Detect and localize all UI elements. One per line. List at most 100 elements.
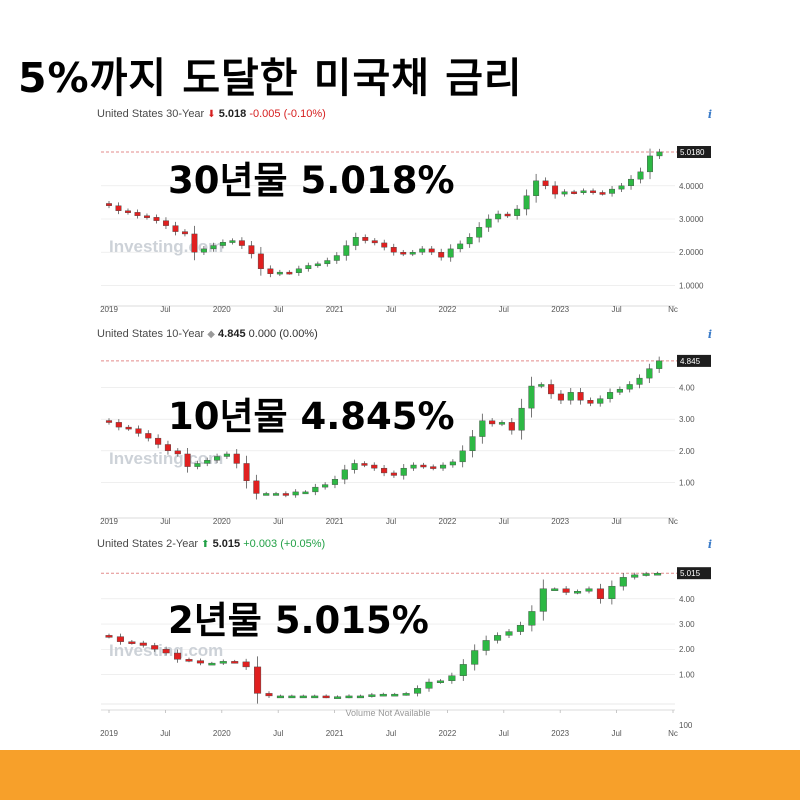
candle [466, 237, 473, 245]
candles [105, 571, 662, 704]
x-tick-label: Jul [499, 305, 509, 314]
candle [248, 245, 255, 255]
candle [231, 661, 239, 664]
x-tick-label: 2019 [100, 305, 118, 314]
y-tick-label: 3.00 [679, 415, 695, 424]
x-tick-label: Jul [386, 729, 396, 738]
candle [115, 422, 122, 428]
candle [580, 190, 587, 193]
candle [449, 461, 456, 466]
candle [368, 694, 376, 697]
info-icon[interactable]: i [707, 108, 713, 121]
x-tick-label: Jul [499, 729, 509, 738]
candle [609, 188, 616, 194]
candle [561, 191, 568, 195]
candle [312, 486, 319, 493]
candle [402, 693, 410, 696]
chart-panel-10y: United States 10-Year ◆ 4.845 0.000 (0.0… [95, 328, 725, 532]
info-icon[interactable]: i [707, 328, 713, 341]
candle [115, 205, 122, 211]
x-axis: 2019 Jul 2020 Jul 2021 Jul 2022 Jul 2023 Jul Nc [100, 710, 678, 738]
candle [214, 456, 221, 461]
candle [597, 398, 604, 404]
candle [233, 453, 240, 464]
grid [101, 387, 675, 483]
candle [153, 217, 160, 221]
x-tick-label: 2022 [439, 517, 457, 526]
candle [642, 573, 650, 576]
candle [254, 666, 262, 694]
candle [562, 588, 570, 593]
candle [184, 453, 191, 467]
candle [596, 588, 604, 599]
candle [656, 360, 663, 369]
y-tick-label: 100 [679, 721, 693, 730]
candle [361, 463, 368, 466]
candles [106, 148, 663, 278]
candle [151, 645, 159, 650]
candle [172, 225, 179, 232]
candle [471, 650, 479, 665]
candle [139, 642, 147, 646]
candle [204, 460, 211, 464]
candle [551, 588, 559, 591]
candle [314, 263, 321, 267]
candle [428, 248, 435, 253]
instrument-change-pct: (0.00%) [279, 328, 318, 340]
bottom-accent-bar [0, 750, 800, 800]
candlestick-chart-30y: Investing.com 1.0000 2.0000 3.0000 4.0000 5.0… [100, 146, 711, 314]
candle [439, 464, 447, 469]
candle [302, 491, 309, 495]
candle [516, 625, 524, 632]
candle [414, 688, 422, 694]
candle [459, 450, 466, 463]
candle [164, 444, 171, 452]
candle [174, 652, 182, 660]
chart-panel-30y: United States 30-Year ⬇ 5.018 -0.005 (-0… [95, 108, 725, 320]
last-value-label: 4.845 [680, 357, 701, 366]
candle [504, 213, 511, 217]
candle [618, 185, 625, 190]
candle [585, 588, 593, 592]
x-tick-label: 2022 [439, 305, 457, 314]
y-tick-label: 3.00 [679, 620, 695, 629]
x-tick-label: Jul [611, 517, 621, 526]
candle [223, 453, 230, 457]
instrument-price: 4.845 [218, 328, 246, 340]
candle [265, 693, 273, 697]
candle [352, 237, 359, 246]
last-value-label: 5.0180 [680, 148, 705, 157]
candle [162, 649, 170, 654]
flat-icon: ◆ [207, 329, 215, 340]
candle [263, 493, 270, 496]
y-tick-label: 4.00 [679, 595, 695, 604]
x-tick-label: 2021 [326, 305, 344, 314]
x-tick-label: Jul [499, 517, 509, 526]
candle [577, 392, 584, 401]
x-tick-label: 2023 [551, 305, 569, 314]
candle [185, 659, 193, 662]
candle [489, 420, 496, 425]
candle [219, 242, 226, 246]
x-tick-label: 2021 [326, 729, 344, 738]
last-value-label: 5.015 [680, 569, 701, 578]
instrument-change: -0.005 [249, 108, 281, 120]
info-icon[interactable]: i [707, 538, 713, 551]
candle [447, 248, 454, 258]
candle [619, 577, 627, 587]
candle [135, 428, 142, 434]
candle [607, 392, 614, 399]
candle [343, 245, 350, 256]
instrument-change: +0.003 [243, 538, 278, 550]
candle [267, 268, 274, 274]
candles [105, 356, 663, 500]
y-axis: 1.00 2.00 3.00 4.00 [679, 384, 695, 488]
candle [341, 469, 348, 480]
candle [626, 384, 633, 390]
y-tick-label: 1.00 [679, 670, 695, 679]
x-tick-label: 2019 [100, 729, 118, 738]
candle [322, 695, 330, 699]
candle [194, 463, 201, 467]
candle [272, 493, 280, 496]
candle [286, 271, 293, 275]
